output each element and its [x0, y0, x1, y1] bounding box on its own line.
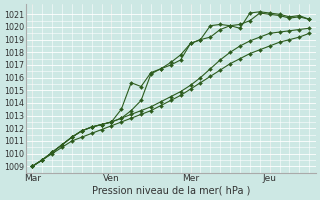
- X-axis label: Pression niveau de la mer( hPa ): Pression niveau de la mer( hPa ): [92, 186, 250, 196]
